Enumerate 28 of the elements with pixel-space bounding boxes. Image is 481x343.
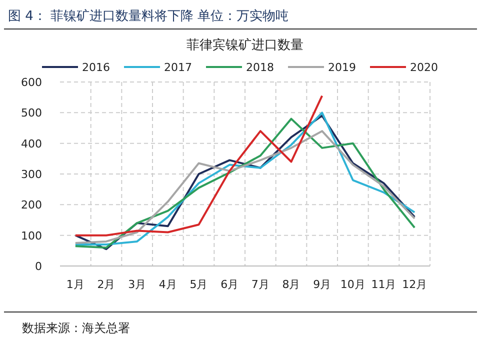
legend-label: 2020 xyxy=(410,61,438,74)
x-tick-label: 8月 xyxy=(282,278,300,291)
legend-label: 2018 xyxy=(246,61,274,74)
legend-label: 2019 xyxy=(328,61,356,74)
x-tick-label: 5月 xyxy=(190,278,208,291)
x-tick-label: 7月 xyxy=(251,278,270,291)
x-tick-label: 4月 xyxy=(158,278,177,291)
chart-title: 图 4： 菲镍矿进口数量料将下降 单位：万实物吨 xyxy=(8,9,289,24)
y-tick-label: 300 xyxy=(21,168,42,181)
x-tick-label: 3月 xyxy=(128,278,146,291)
y-tick-label: 600 xyxy=(21,76,42,89)
source-note: 数据来源：海关总署 xyxy=(22,321,130,335)
y-tick-label: 400 xyxy=(21,137,42,150)
legend-label: 2016 xyxy=(82,61,110,74)
x-tick-label: 11月 xyxy=(371,278,396,291)
x-tick-label: 2月 xyxy=(97,278,116,291)
legend-label: 2017 xyxy=(164,61,192,74)
y-tick-label: 200 xyxy=(21,198,42,212)
x-tick-label: 6月 xyxy=(220,278,239,291)
x-tick-label: 10月 xyxy=(340,278,366,291)
line-series xyxy=(74,94,324,236)
y-tick-label: 100 xyxy=(21,229,42,242)
x-tick-label: 9月 xyxy=(313,278,332,291)
x-tick-label: 12月 xyxy=(402,278,428,291)
y-tick-label: 500 xyxy=(21,106,42,120)
chart-subtitle: 菲律宾镍矿进口数量 xyxy=(186,37,304,53)
y-tick-label: 0 xyxy=(35,260,42,273)
x-tick-label: 1月 xyxy=(66,278,84,291)
